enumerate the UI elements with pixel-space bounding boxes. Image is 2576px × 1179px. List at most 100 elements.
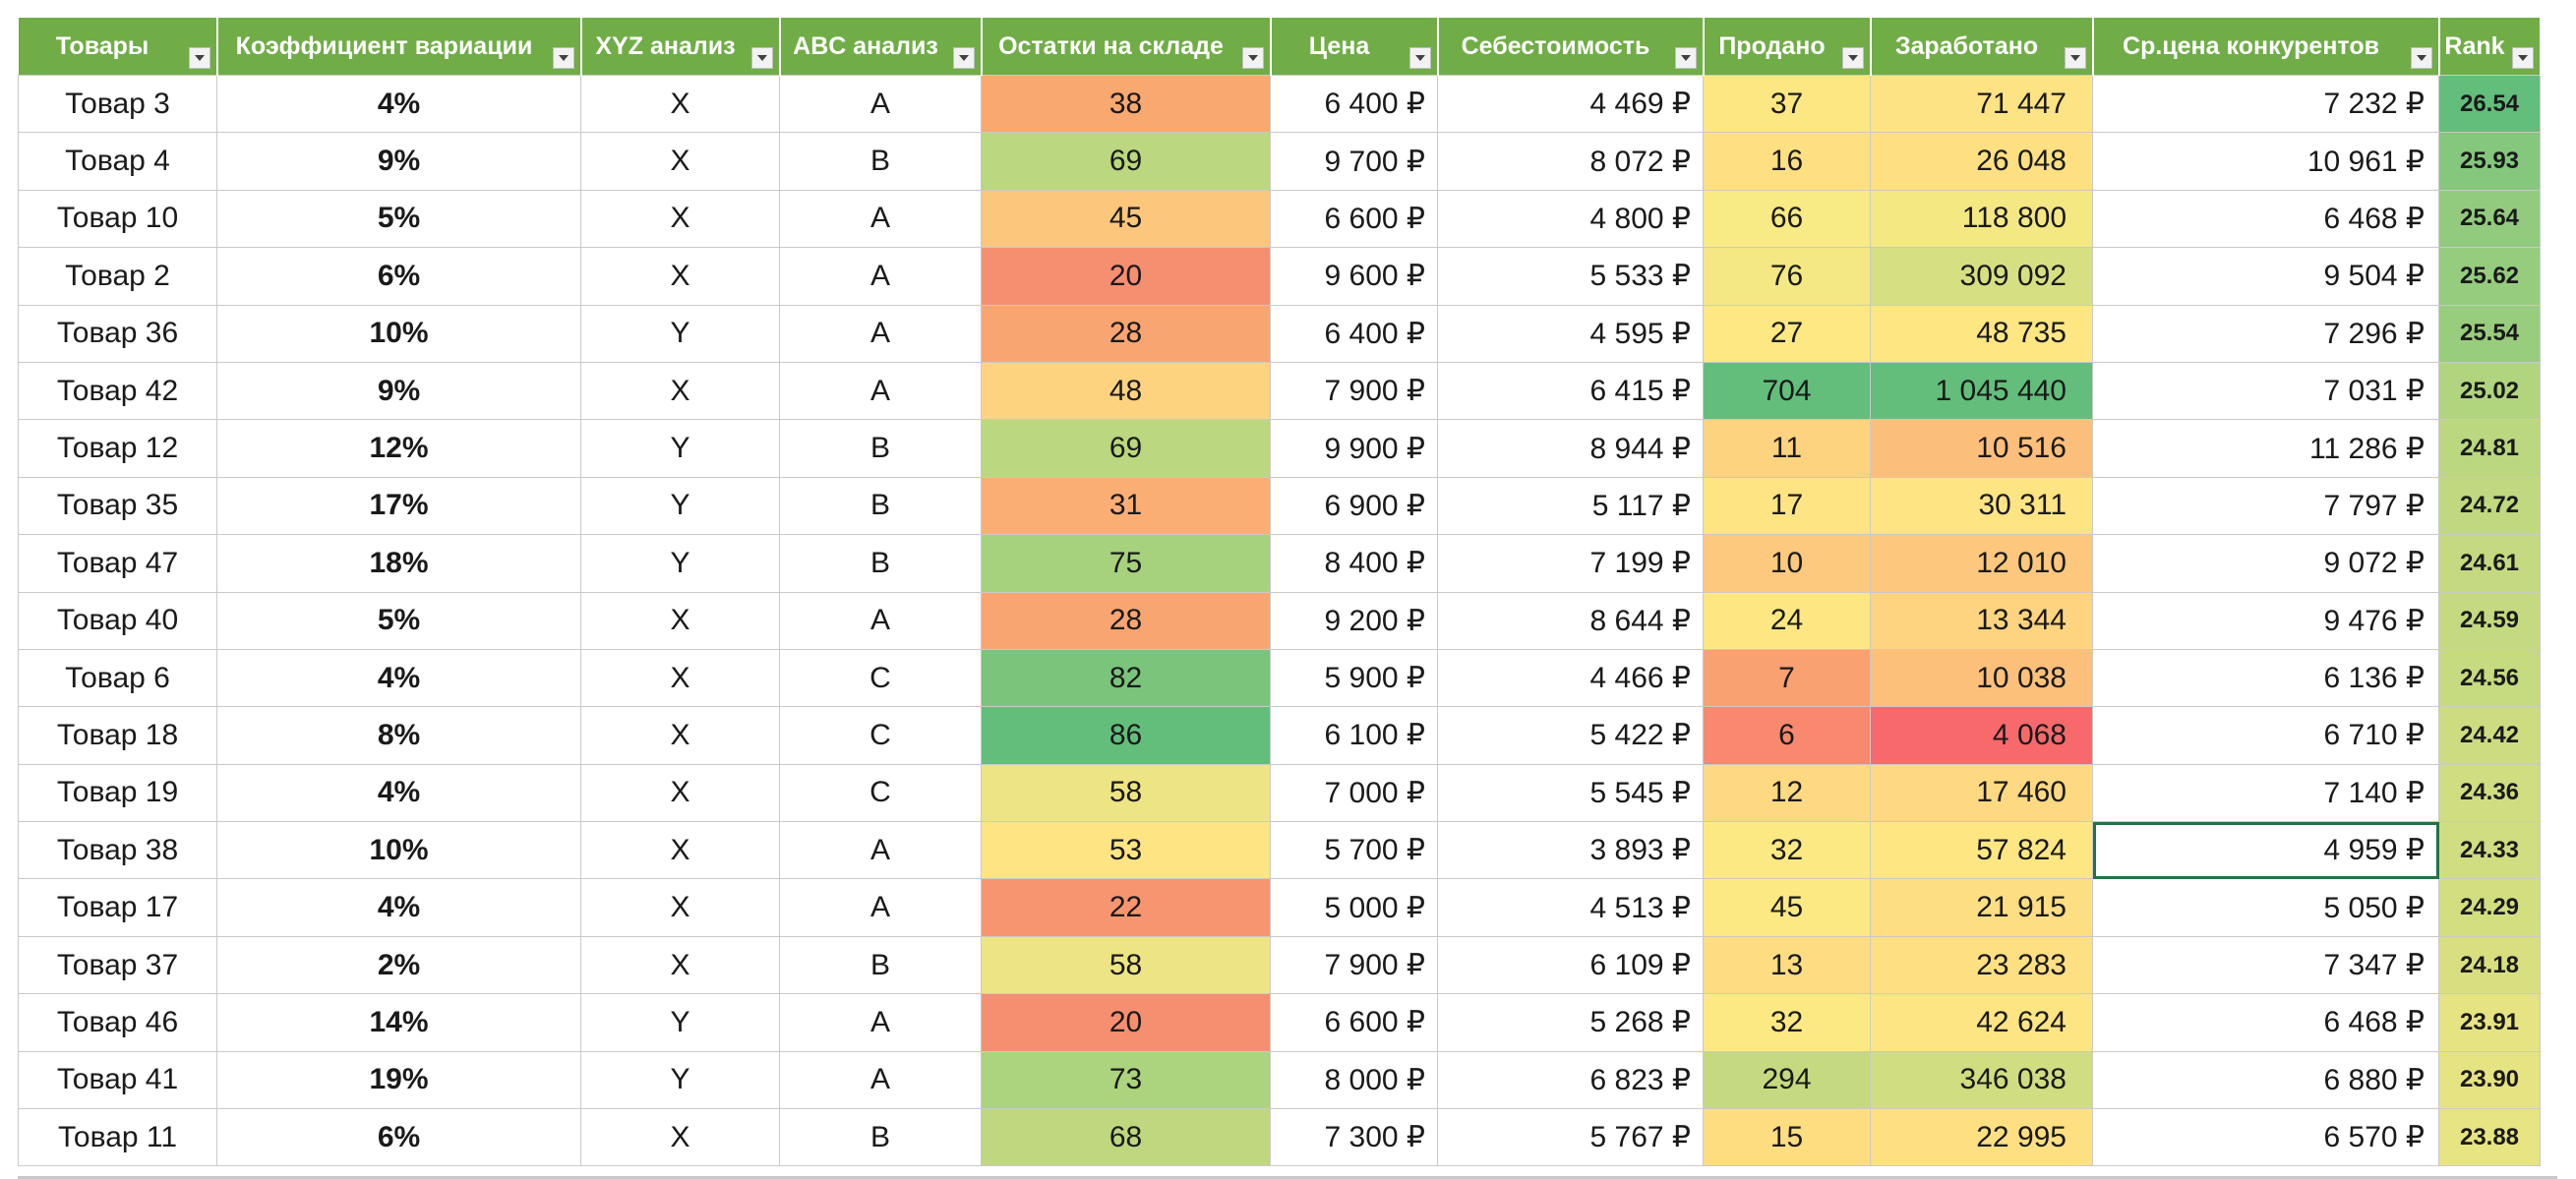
dropdown-filter-icon[interactable] [188, 47, 210, 69]
cell-sold[interactable]: 32 [1703, 821, 1871, 880]
cell-stock[interactable]: 73 [981, 1050, 1271, 1110]
cell-product[interactable]: Товар 12 [18, 419, 217, 478]
cell-sold[interactable]: 11 [1703, 419, 1871, 478]
cell-earned[interactable]: 12 010 [1870, 534, 2093, 593]
cell-stock[interactable]: 53 [981, 821, 1271, 880]
cell-variation-coef[interactable]: 9% [216, 132, 581, 191]
cell-variation-coef[interactable]: 2% [216, 935, 581, 995]
cell-abc[interactable]: A [779, 361, 982, 421]
cell-stock[interactable]: 58 [981, 763, 1271, 823]
cell-sold[interactable]: 24 [1703, 591, 1871, 650]
cell-product[interactable]: Товар 6 [18, 648, 217, 708]
cell-sold[interactable]: 17 [1703, 476, 1871, 536]
cell-product[interactable]: Товар 19 [18, 763, 217, 823]
cell-variation-coef[interactable]: 19% [216, 1050, 581, 1110]
cell-variation-coef[interactable]: 5% [216, 189, 581, 249]
cell-xyz[interactable]: Y [580, 993, 780, 1052]
cell-cost[interactable]: 5 117 ₽ [1437, 476, 1704, 536]
cell-earned[interactable]: 10 038 [1870, 648, 2093, 708]
cell-rank[interactable]: 24.29 [2438, 878, 2541, 937]
cell-xyz[interactable]: X [580, 648, 780, 708]
cell-xyz[interactable]: X [580, 74, 780, 134]
cell-xyz[interactable]: X [580, 1108, 780, 1167]
cell-earned[interactable]: 309 092 [1870, 247, 2093, 306]
cell-earned[interactable]: 118 800 [1870, 189, 2093, 249]
cell-abc[interactable]: B [779, 1108, 982, 1167]
cell-abc[interactable]: A [779, 821, 982, 880]
cell-competitor-price[interactable]: 7 031 ₽ [2092, 361, 2439, 421]
cell-variation-coef[interactable]: 4% [216, 763, 581, 823]
cell-earned[interactable]: 346 038 [1870, 1050, 2093, 1110]
cell-sold[interactable]: 27 [1703, 304, 1871, 363]
cell-earned[interactable]: 26 048 [1870, 132, 2093, 191]
cell-rank[interactable]: 25.62 [2438, 247, 2541, 306]
header-abc[interactable]: ABC анализ [779, 18, 983, 76]
header-competitor-price[interactable]: Ср.цена конкурентов [2092, 18, 2440, 76]
cell-abc[interactable]: A [779, 247, 982, 306]
cell-cost[interactable]: 4 466 ₽ [1437, 648, 1704, 708]
cell-rank[interactable]: 24.56 [2438, 648, 2541, 708]
cell-cost[interactable]: 6 415 ₽ [1437, 361, 1704, 421]
cell-price[interactable]: 7 900 ₽ [1270, 361, 1438, 421]
cell-price[interactable]: 7 300 ₽ [1270, 1108, 1438, 1167]
cell-rank[interactable]: 23.90 [2438, 1050, 2541, 1110]
cell-sold[interactable]: 37 [1703, 74, 1871, 134]
cell-rank[interactable]: 24.72 [2438, 476, 2541, 536]
cell-rank[interactable]: 24.61 [2438, 534, 2541, 593]
cell-competitor-price[interactable]: 7 232 ₽ [2092, 74, 2439, 134]
cell-rank[interactable]: 24.18 [2438, 935, 2541, 995]
cell-competitor-price[interactable]: 7 347 ₽ [2092, 935, 2439, 995]
cell-product[interactable]: Товар 37 [18, 935, 217, 995]
cell-variation-coef[interactable]: 10% [216, 304, 581, 363]
cell-sold[interactable]: 66 [1703, 189, 1871, 249]
cell-abc[interactable]: C [779, 763, 982, 823]
cell-cost[interactable]: 8 944 ₽ [1437, 419, 1704, 478]
cell-sold[interactable]: 7 [1703, 648, 1871, 708]
cell-cost[interactable]: 7 199 ₽ [1437, 534, 1704, 593]
cell-price[interactable]: 7 000 ₽ [1270, 763, 1438, 823]
cell-xyz[interactable]: X [580, 878, 780, 937]
header-xyz[interactable]: XYZ анализ [580, 18, 781, 76]
cell-earned[interactable]: 1 045 440 [1870, 361, 2093, 421]
cell-variation-coef[interactable]: 17% [216, 476, 581, 536]
cell-xyz[interactable]: X [580, 591, 780, 650]
cell-variation-coef[interactable]: 6% [216, 247, 581, 306]
cell-product[interactable]: Товар 38 [18, 821, 217, 880]
cell-variation-coef[interactable]: 4% [216, 878, 581, 937]
cell-rank[interactable]: 24.59 [2438, 591, 2541, 650]
cell-stock[interactable]: 28 [981, 304, 1271, 363]
cell-sold[interactable]: 32 [1703, 993, 1871, 1052]
cell-sold[interactable]: 15 [1703, 1108, 1871, 1167]
cell-cost[interactable]: 8 072 ₽ [1437, 132, 1704, 191]
cell-price[interactable]: 5 900 ₽ [1270, 648, 1438, 708]
cell-product[interactable]: Товар 35 [18, 476, 217, 536]
cell-competitor-price[interactable]: 9 504 ₽ [2092, 247, 2439, 306]
dropdown-filter-icon[interactable] [1841, 47, 1864, 69]
header-rank[interactable]: Rank [2438, 18, 2542, 76]
header-cost[interactable]: Себестоимость [1437, 18, 1705, 76]
cell-product[interactable]: Товар 46 [18, 993, 217, 1052]
header-stock[interactable]: Остатки на складе [981, 18, 1272, 76]
cell-abc[interactable]: B [779, 935, 982, 995]
dropdown-filter-icon[interactable] [952, 47, 975, 69]
dropdown-filter-icon[interactable] [2064, 47, 2086, 69]
cell-stock[interactable]: 20 [981, 993, 1271, 1052]
cell-earned[interactable]: 17 460 [1870, 763, 2093, 823]
cell-abc[interactable]: B [779, 476, 982, 536]
cell-price[interactable]: 5 000 ₽ [1270, 878, 1438, 937]
cell-stock[interactable]: 31 [981, 476, 1271, 536]
cell-price[interactable]: 6 400 ₽ [1270, 304, 1438, 363]
cell-price[interactable]: 9 200 ₽ [1270, 591, 1438, 650]
cell-competitor-price[interactable]: 7 797 ₽ [2092, 476, 2439, 536]
cell-stock[interactable]: 45 [981, 189, 1271, 249]
cell-earned[interactable]: 57 824 [1870, 821, 2093, 880]
cell-rank[interactable]: 24.81 [2438, 419, 2541, 478]
cell-product[interactable]: Товар 36 [18, 304, 217, 363]
cell-cost[interactable]: 3 893 ₽ [1437, 821, 1704, 880]
cell-cost[interactable]: 5 422 ₽ [1437, 706, 1704, 765]
cell-stock[interactable]: 22 [981, 878, 1271, 937]
cell-xyz[interactable]: Y [580, 1050, 780, 1110]
cell-earned[interactable]: 71 447 [1870, 74, 2093, 134]
cell-rank[interactable]: 25.54 [2438, 304, 2541, 363]
cell-variation-coef[interactable]: 10% [216, 821, 581, 880]
